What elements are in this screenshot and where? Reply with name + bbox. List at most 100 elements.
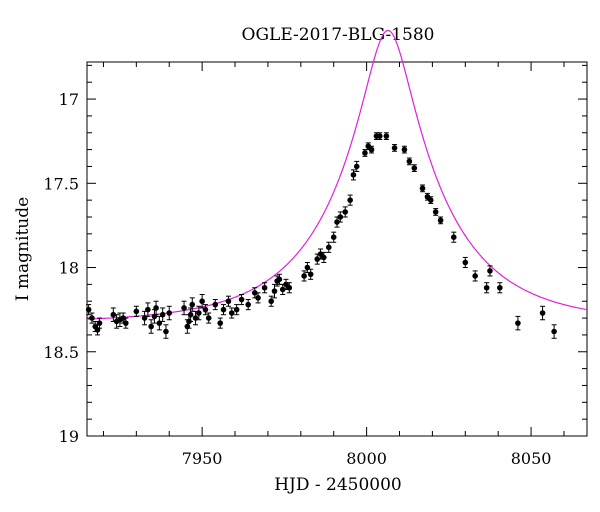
data-marker — [337, 214, 344, 220]
y-axis-label: I magnitude — [13, 197, 33, 301]
data-point — [148, 319, 154, 334]
data-point — [133, 305, 140, 317]
data-point — [163, 324, 169, 339]
data-marker — [199, 298, 205, 305]
data-point — [427, 196, 434, 205]
data-marker — [362, 150, 368, 156]
data-points — [85, 132, 557, 339]
y-tick-label: 17 — [59, 90, 79, 109]
data-point — [187, 307, 194, 322]
data-marker — [276, 276, 283, 283]
data-marker — [189, 301, 196, 308]
data-marker — [419, 185, 426, 192]
data-point — [212, 299, 219, 311]
data-point — [85, 304, 92, 316]
data-point — [141, 310, 148, 326]
data-point — [268, 295, 275, 307]
data-point — [96, 317, 103, 329]
data-point — [189, 297, 196, 312]
x-tick-label: 8000 — [346, 449, 387, 468]
data-marker — [271, 288, 278, 294]
data-point — [123, 317, 129, 329]
data-marker — [427, 197, 434, 203]
data-marker — [330, 234, 337, 241]
data-point — [551, 324, 557, 339]
data-point — [153, 300, 159, 316]
data-point — [419, 184, 426, 193]
y-tick-label: 18.5 — [43, 343, 79, 362]
data-marker — [450, 234, 457, 241]
data-marker — [120, 315, 126, 321]
data-point — [497, 282, 503, 294]
data-marker — [391, 145, 398, 151]
data-point — [225, 295, 232, 307]
data-point — [368, 145, 375, 154]
data-marker — [268, 298, 275, 305]
data-marker — [462, 259, 469, 266]
y-tick-label: 18 — [59, 259, 79, 278]
data-point — [286, 282, 293, 294]
data-marker — [166, 310, 173, 316]
data-point — [411, 164, 418, 173]
data-marker — [261, 284, 268, 291]
data-marker — [187, 311, 194, 318]
data-point — [350, 169, 357, 181]
data-marker — [368, 146, 375, 153]
data-point — [462, 256, 469, 269]
data-point — [217, 317, 224, 329]
data-point — [220, 304, 227, 316]
data-point — [159, 307, 166, 322]
data-point — [383, 132, 390, 140]
data-point — [353, 160, 360, 173]
data-marker — [353, 163, 360, 170]
data-point — [337, 211, 344, 223]
data-marker — [401, 146, 408, 153]
data-marker — [334, 219, 340, 225]
data-point — [472, 270, 478, 282]
data-point — [228, 307, 235, 319]
data-point — [145, 302, 151, 317]
data-marker — [301, 273, 307, 279]
data-point — [156, 315, 163, 331]
data-marker — [432, 209, 439, 215]
data-point — [334, 216, 340, 228]
data-point — [113, 314, 120, 329]
data-point — [301, 270, 307, 282]
y-tick-label: 19 — [59, 427, 79, 446]
data-point — [271, 283, 278, 299]
data-marker — [487, 268, 493, 274]
chart-title: OGLE-2017-BLG-1580 — [242, 25, 435, 45]
data-marker — [279, 286, 286, 293]
data-point — [437, 216, 444, 225]
x-axis-label: HJD - 2450000 — [274, 475, 402, 495]
data-point — [391, 144, 398, 152]
data-point — [376, 132, 383, 140]
data-marker — [437, 217, 444, 224]
data-marker — [96, 320, 103, 326]
data-marker — [85, 306, 92, 313]
x-tick-label: 7950 — [182, 449, 223, 468]
data-marker — [228, 310, 235, 316]
data-marker — [321, 254, 327, 261]
data-point — [483, 282, 490, 294]
data-marker — [89, 315, 95, 321]
data-marker — [145, 306, 151, 313]
data-point — [401, 145, 408, 154]
data-marker — [245, 301, 251, 308]
data-marker — [133, 308, 140, 315]
data-point — [89, 312, 95, 324]
data-marker — [406, 158, 413, 165]
data-marker — [123, 320, 129, 326]
data-point — [166, 305, 173, 321]
data-marker — [307, 271, 314, 278]
data-point — [362, 149, 368, 157]
data-marker — [483, 284, 490, 291]
data-marker — [233, 306, 240, 313]
data-point — [196, 305, 202, 321]
data-marker — [551, 328, 557, 335]
data-point — [199, 293, 205, 309]
data-point — [245, 299, 251, 311]
data-marker — [181, 305, 187, 311]
data-marker — [255, 295, 261, 301]
y-tick-label: 17.5 — [43, 174, 79, 193]
